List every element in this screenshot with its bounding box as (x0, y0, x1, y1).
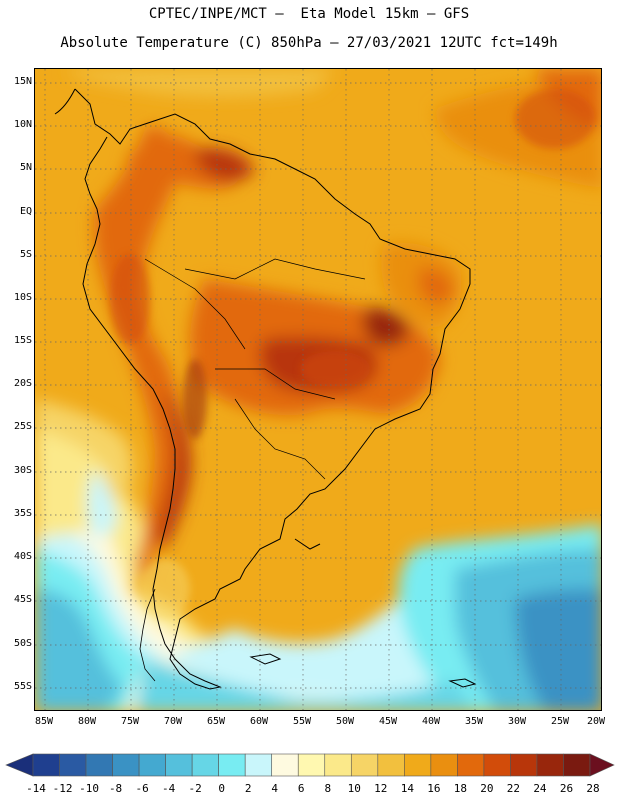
colorbar-swatch (297, 753, 326, 777)
colorbar-label: -10 (79, 782, 99, 795)
colorbar-swatch (191, 753, 219, 777)
lon-label: 65W (206, 716, 226, 727)
colorbar-swatch (244, 753, 273, 777)
map-canvas (35, 69, 601, 710)
lon-label: 60W (249, 716, 269, 727)
colorbar-label: 10 (347, 782, 361, 795)
colorbar-label: 24 (533, 782, 547, 795)
colorbar-swatch (483, 753, 511, 777)
colorbar-swatch (59, 753, 87, 777)
colorbar-arrow-low (5, 753, 34, 777)
colorbar-label: 26 (559, 782, 574, 795)
lon-label: 80W (77, 716, 97, 727)
lon-label: 20W (586, 716, 606, 727)
temperature-map (34, 68, 602, 711)
colorbar-label: 0 (218, 782, 225, 795)
colorbar-label: 16 (427, 782, 441, 795)
lon-label: 40W (421, 716, 441, 727)
colorbar-swatch (563, 753, 591, 777)
colorbar-label: 20 (480, 782, 494, 795)
lon-label: 50W (335, 716, 355, 727)
coastlines (54, 88, 477, 690)
lat-label: 20S (13, 378, 32, 389)
lon-label: 75W (120, 716, 140, 727)
colorbar-arrow-high (589, 753, 615, 777)
colorbar-swatch (32, 753, 60, 777)
colorbar-label: 18 (453, 782, 467, 795)
colorbar-label: 8 (324, 782, 332, 795)
colorbar-label: -14 (26, 782, 46, 795)
map-title: CPTEC/INPE/MCT — Eta Model 15km — GFS (148, 6, 470, 22)
colorbar-swatch (271, 753, 299, 777)
lat-label: 15S (13, 335, 32, 346)
colorbar-label: 2 (244, 782, 252, 795)
colorbar-swatch (510, 753, 538, 777)
colorbar (5, 753, 615, 777)
lon-label: 35W (464, 716, 484, 727)
lon-label: 85W (34, 716, 54, 727)
colorbar-label: 4 (271, 782, 279, 795)
colorbar-label: -2 (188, 782, 202, 795)
lon-label: 30W (507, 716, 527, 727)
colorbar-swatch (350, 753, 379, 777)
colorbar-swatch (324, 753, 352, 777)
colorbar-label: -12 (52, 782, 73, 795)
colorbar-swatch (457, 753, 485, 777)
lon-label: 70W (163, 716, 183, 727)
map-subtitle: Absolute Temperature (C) 850hPa — 27/03/… (60, 35, 558, 51)
lat-label: 10S (13, 292, 32, 303)
colorbar-label: 22 (506, 782, 521, 795)
lon-label: 55W (292, 716, 312, 727)
colorbar-label: 28 (586, 782, 600, 795)
lon-label: 25W (550, 716, 570, 727)
lat-label: 35S (13, 508, 32, 519)
colorbar-label: -8 (108, 782, 123, 795)
colorbar-swatch (218, 753, 246, 777)
graticule (35, 69, 601, 710)
colorbar-swatch (165, 753, 193, 777)
lat-label: EQ (19, 206, 32, 217)
lat-label: 10N (13, 119, 32, 130)
colorbar-swatch (112, 753, 140, 777)
colorbar-swatch (430, 753, 458, 777)
lon-label: 45W (378, 716, 398, 727)
lat-label: 25S (13, 421, 32, 432)
lat-label: 30S (13, 465, 32, 476)
lat-label: 55S (13, 681, 32, 692)
colorbar-label: -4 (161, 782, 176, 795)
colorbar-swatch (85, 753, 113, 777)
lat-label: 5S (19, 249, 32, 260)
colorbar-swatch (138, 753, 166, 777)
lat-label: 15N (13, 76, 32, 87)
colorbar-label: 14 (400, 782, 414, 795)
colorbar-swatch (404, 753, 432, 777)
lat-label: 40S (13, 551, 32, 562)
colorbar-swatch (536, 753, 564, 777)
colorbar-swatch (377, 753, 405, 777)
lat-label: 5N (19, 162, 32, 173)
lat-label: 50S (13, 638, 32, 649)
lat-label: 45S (13, 594, 32, 605)
colorbar-label: -6 (135, 782, 149, 795)
colorbar-label: 6 (297, 782, 305, 795)
colorbar-label: 12 (374, 782, 388, 795)
